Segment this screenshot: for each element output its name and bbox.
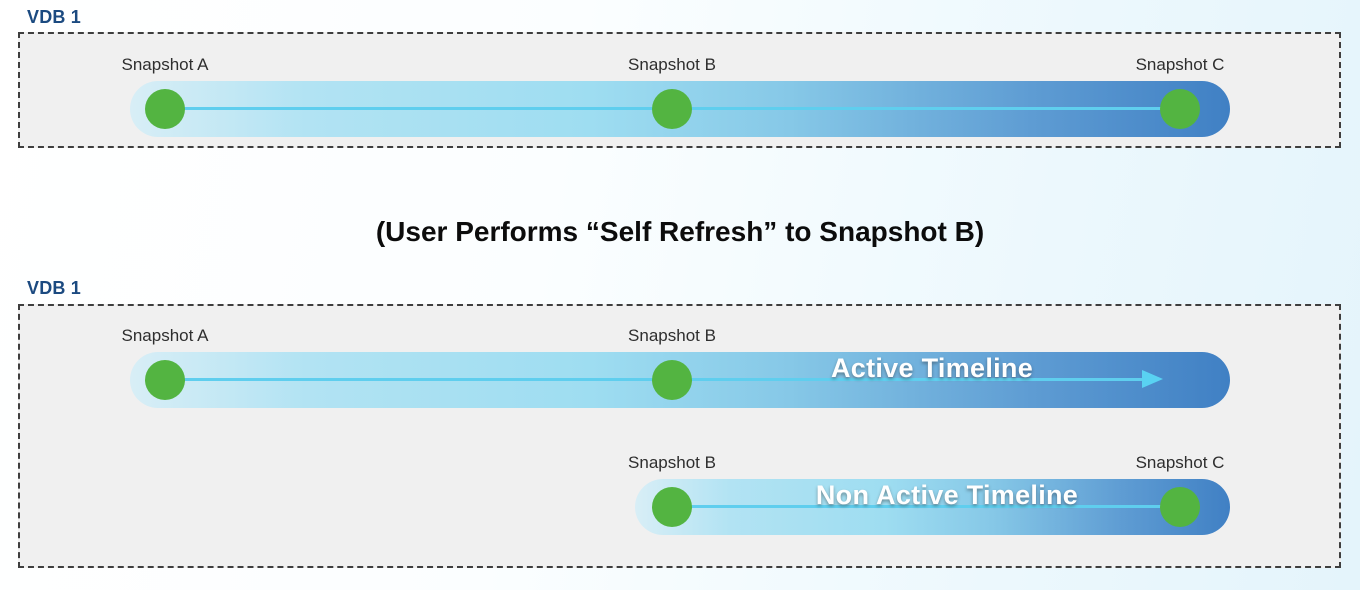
active-timeline-arrow-icon xyxy=(1142,370,1163,388)
non-active-timeline-title: Non Active Timeline xyxy=(815,480,1079,510)
snapshot-b-label: Snapshot B xyxy=(628,55,716,74)
vdb1-box-before: Snapshot A Snapshot B Snapshot C xyxy=(18,32,1341,148)
non-active-timeline: Non Active Timeline Snapshot B Snapshot … xyxy=(628,453,1230,535)
snapshot-dot xyxy=(145,360,185,400)
non-active-timeline-track xyxy=(672,505,1180,508)
snapshot-dot xyxy=(1160,89,1200,129)
snapshot-dot xyxy=(652,487,692,527)
snapshot-b-label: Snapshot B xyxy=(628,453,716,472)
timeline-before: Snapshot A Snapshot B Snapshot C xyxy=(122,55,1230,137)
snapshot-c-label: Snapshot C xyxy=(1135,55,1225,74)
active-timeline-title: Active Timeline xyxy=(830,353,1034,383)
snapshot-dot xyxy=(1160,487,1200,527)
refresh-caption: (User Performs “Self Refresh” to Snapsho… xyxy=(375,216,985,247)
snapshot-a-label: Snapshot A xyxy=(121,326,209,345)
snapshot-dot xyxy=(145,89,185,129)
snapshot-a-label: Snapshot A xyxy=(121,55,209,74)
vdb1-box-after: Active Timeline Snapshot A Snapshot B No… xyxy=(18,304,1341,568)
snapshot-dot xyxy=(652,360,692,400)
snapshot-dot xyxy=(652,89,692,129)
snapshot-c-label: Snapshot C xyxy=(1135,453,1225,472)
active-timeline: Active Timeline Snapshot A Snapshot B xyxy=(122,326,1230,408)
vdb1-label-before: VDB 1 xyxy=(27,7,82,27)
vdb1-label-after: VDB 1 xyxy=(27,278,82,298)
snapshot-b-label: Snapshot B xyxy=(628,326,716,345)
